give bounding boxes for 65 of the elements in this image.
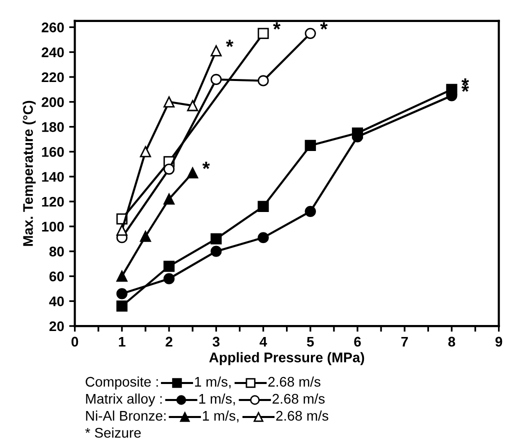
point [140,146,152,158]
point [258,200,269,212]
point [163,273,175,284]
x-tick-label: 1 [118,336,126,347]
x-tick-label: 0 [72,336,78,347]
y-tick-label: 140 [42,172,64,182]
point [210,246,222,257]
point [116,270,128,282]
text: Matrix alloy : [86,394,162,406]
point [187,100,198,112]
point [140,230,152,242]
x-tick-label: 8 [448,336,456,347]
text: * Seizure [85,428,141,438]
annotation: * [320,22,328,30]
annotation: * [461,78,469,86]
y-tick-label: 20 [49,321,64,332]
point [210,45,222,56]
annotation: * [202,162,210,169]
x-tick-label: 9 [495,336,502,347]
x-tick-label: 3 [212,336,220,347]
point [210,233,222,244]
legend-label: 1 m/s, [199,394,235,406]
point [304,28,316,39]
y-tick-label: 160 [42,147,64,157]
y-axis-title: Max. Temperature (°C) [22,100,36,246]
x-tick-label: 6 [354,336,361,347]
annotation: * [226,40,234,47]
point [304,206,316,218]
x-tick-label: 5 [306,336,314,347]
x-tick-label: 4 [260,336,268,347]
y-tick-label: 180 [42,122,64,132]
point [258,232,269,244]
legend-label: 1 m/s, [195,376,231,388]
point [304,140,316,152]
legend-label: 2.68 m/s [276,410,328,421]
point [163,164,175,175]
y-tick-label: 200 [42,97,64,108]
y-tick-label: 100 [42,222,64,232]
point [163,96,175,108]
point [258,28,269,39]
point [163,260,175,272]
point [116,224,128,236]
legend-label: 2.68 m/s [268,376,320,387]
y-tick-label: 120 [42,196,64,207]
point [163,193,175,205]
point [258,75,269,86]
x-tick-label: 2 [166,336,172,347]
point [116,300,128,312]
y-tick-label: 260 [42,22,64,32]
annotation: * [461,84,469,92]
point [187,167,198,178]
x-axis-title: Applied Pressure (MPa) [209,352,364,366]
legend-label: 2.68 m/s [272,394,325,404]
y-tick-label: 40 [49,296,64,306]
point [210,74,222,86]
y-tick-label: 60 [49,272,64,282]
legend-label: 1 m/s, [202,410,238,422]
y-tick-label: 220 [42,72,64,82]
point [116,288,128,300]
text: Ni-Al Bronze: [86,410,166,421]
annotation: * [273,22,281,30]
y-tick-label: 240 [42,47,64,58]
y-tick-label: 80 [49,246,64,256]
text: Composite : [86,376,158,390]
x-tick-label: 7 [401,336,408,347]
